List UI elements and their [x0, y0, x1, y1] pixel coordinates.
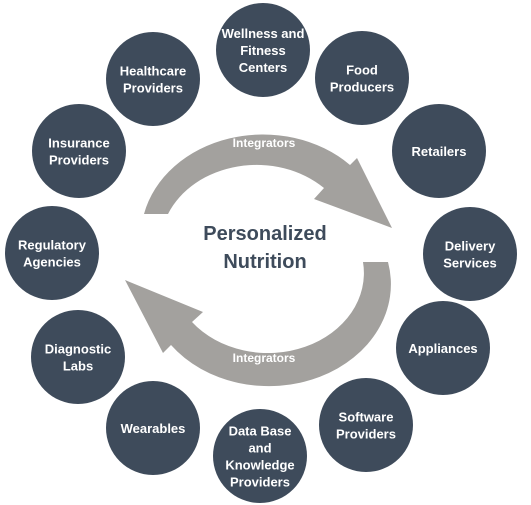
node-circle: [106, 381, 200, 475]
node-label-line: Appliances: [408, 341, 477, 356]
node-appliances: Appliances: [396, 301, 490, 395]
node-circle: [31, 310, 125, 404]
node-circle: [392, 104, 486, 198]
node-label-line: Data Base: [229, 424, 292, 439]
node-wearables: Wearables: [106, 381, 200, 475]
node-circle: [423, 207, 517, 301]
bottom-integrators-label: Integrators: [233, 351, 296, 365]
node-data-base-and-knowledge-providers: Data Base and Knowledge Providers: [213, 409, 307, 503]
top-integrators-label: Integrators: [233, 136, 296, 150]
node-delivery-services: Delivery Services: [423, 207, 517, 301]
node-label-line: Knowledge: [225, 458, 294, 473]
center-label-line-1: Personalized: [203, 223, 326, 245]
node-diagnostic-labs: Diagnostic Labs: [31, 310, 125, 404]
node-label-line: Healthcare: [120, 64, 186, 79]
node-circle: [106, 32, 200, 126]
node-label-line: Software: [339, 410, 394, 425]
center-label-line-2: Nutrition: [223, 251, 306, 273]
node-insurance-providers: Insurance Providers: [32, 104, 126, 198]
node-retailers: Retailers: [392, 104, 486, 198]
node-circle: [396, 301, 490, 395]
stakeholder-nodes: Wellness and Fitness Centers Food Producers R…: [5, 3, 517, 503]
node-label-line: Wellness and: [222, 26, 305, 41]
node-label-line: Delivery: [445, 239, 496, 254]
node-label-line: Insurance: [48, 136, 109, 151]
node-label-line: Labs: [63, 359, 93, 374]
node-food-producers: Food Producers: [315, 31, 409, 125]
node-circle: [319, 378, 413, 472]
node-circle: [216, 3, 310, 97]
node-circle: [5, 206, 99, 300]
top-cycle-arrow: [144, 134, 392, 228]
bottom-cycle-arrow: [125, 262, 391, 387]
node-label-line: Providers: [336, 427, 396, 442]
node-healthcare-providers: Healthcare Providers: [106, 32, 200, 126]
node-label-line: Food: [346, 63, 378, 78]
node-label-line: Agencies: [23, 255, 81, 270]
node-label-line: Centers: [239, 60, 287, 75]
node-circle: [213, 409, 307, 503]
node-label-line: Providers: [49, 153, 109, 168]
node-label-line: Diagnostic: [45, 342, 111, 357]
center-label: Personalized Nutrition: [203, 223, 326, 273]
node-label-line: Services: [443, 256, 497, 271]
node-label-line: Retailers: [412, 144, 467, 159]
node-label-line: Producers: [330, 80, 394, 95]
node-label-line: Providers: [123, 81, 183, 96]
node-circle: [315, 31, 409, 125]
node-label-line: Regulatory: [18, 238, 87, 253]
cycle-arrows: [125, 134, 392, 387]
node-circle: [32, 104, 126, 198]
node-regulatory-agencies: Regulatory Agencies: [5, 206, 99, 300]
node-label-line: and: [248, 441, 271, 456]
node-label-line: Wearables: [121, 421, 186, 436]
node-wellness-and-fitness-centers: Wellness and Fitness Centers: [216, 3, 310, 97]
node-software-providers: Software Providers: [319, 378, 413, 472]
node-label-line: Providers: [230, 475, 290, 490]
node-label-line: Fitness: [240, 43, 286, 58]
